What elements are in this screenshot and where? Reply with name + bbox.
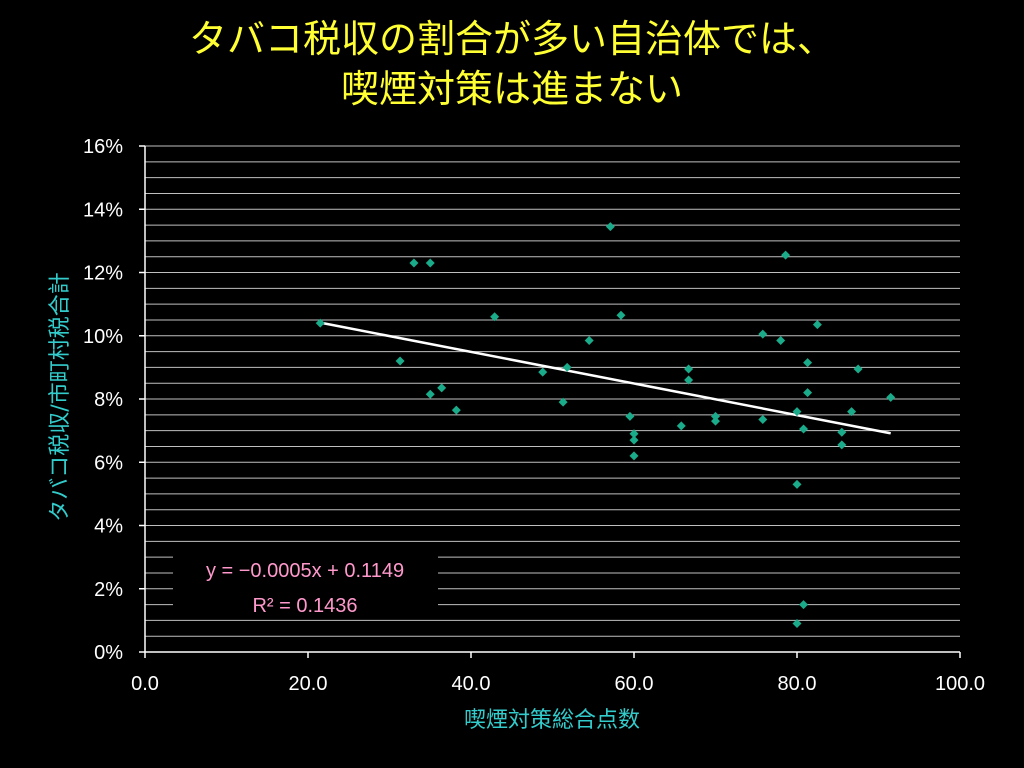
y-tick-label: 8% [94,389,123,411]
data-point [792,479,802,489]
r-squared-label: R² = 0.1436 [252,595,357,617]
trendline-equation: y = −0.0005x + 0.1149 [206,560,404,582]
y-tick-label: 16% [83,136,123,158]
chart-title-line-1: タバコ税収の割合が多い自治体では、 [188,17,835,61]
data-point [558,397,568,407]
data-point [837,440,847,450]
data-point [758,329,768,339]
trendline [319,321,891,435]
x-axis-title: 喫煙対策総合点数 [464,708,640,733]
y-tick-label: 14% [83,199,123,221]
data-point [616,310,626,320]
y-tick-label: 4% [94,516,123,538]
x-tick-label: 100.0 [935,673,985,695]
x-tick-label: 60.0 [615,673,654,695]
data-point [395,356,405,366]
data-point [812,320,822,330]
y-tick-label: 6% [94,452,123,474]
data-point [629,429,639,439]
data-point [758,415,768,425]
x-tick-label: 0.0 [131,673,159,695]
data-point [625,411,635,421]
y-tick-label: 2% [94,579,123,601]
data-point [837,427,847,437]
data-point [803,388,813,398]
data-point [803,358,813,368]
data-points [315,222,896,629]
x-tick-label: 80.0 [778,673,817,695]
data-point [437,383,447,393]
x-tick-label: 40.0 [452,673,491,695]
data-point [886,392,896,402]
data-point [409,258,419,268]
data-point [847,407,857,417]
data-point [684,364,694,374]
data-point [781,250,791,260]
data-point [799,424,809,434]
data-point [799,600,809,610]
data-point [629,435,639,445]
data-point [711,411,720,421]
data-point [711,416,720,426]
data-point [776,335,786,345]
data-point [792,407,802,417]
y-tick-label: 0% [94,642,123,664]
y-tick-label: 12% [83,263,123,285]
data-point [451,405,461,415]
data-point [425,389,435,399]
data-point [538,367,548,377]
equation-box [173,548,438,614]
data-point [490,312,500,322]
data-point [792,619,802,629]
data-point [584,335,594,345]
data-point [853,364,863,374]
data-point [676,421,686,431]
chart-title: タバコ税収の割合が多い自治体では、 喫煙対策は進まない [0,14,1024,114]
data-point [629,451,639,461]
x-tick-label: 20.0 [289,673,328,695]
tick-labels: 0% 2% 4% 6% 8% 10% 12% 14% 16% 0.0 20.0 40.0 60.0 80.… [83,136,985,695]
data-point [684,375,694,385]
data-point [562,362,572,372]
axes [139,145,961,658]
data-point [605,222,615,232]
y-tick-label: 10% [83,326,123,348]
y-axis-title: タバコ税収/市町村税合計 [48,272,73,521]
data-point [425,258,435,268]
data-point [315,318,325,328]
chart-title-line-2: 喫煙対策は進まない [340,67,683,111]
